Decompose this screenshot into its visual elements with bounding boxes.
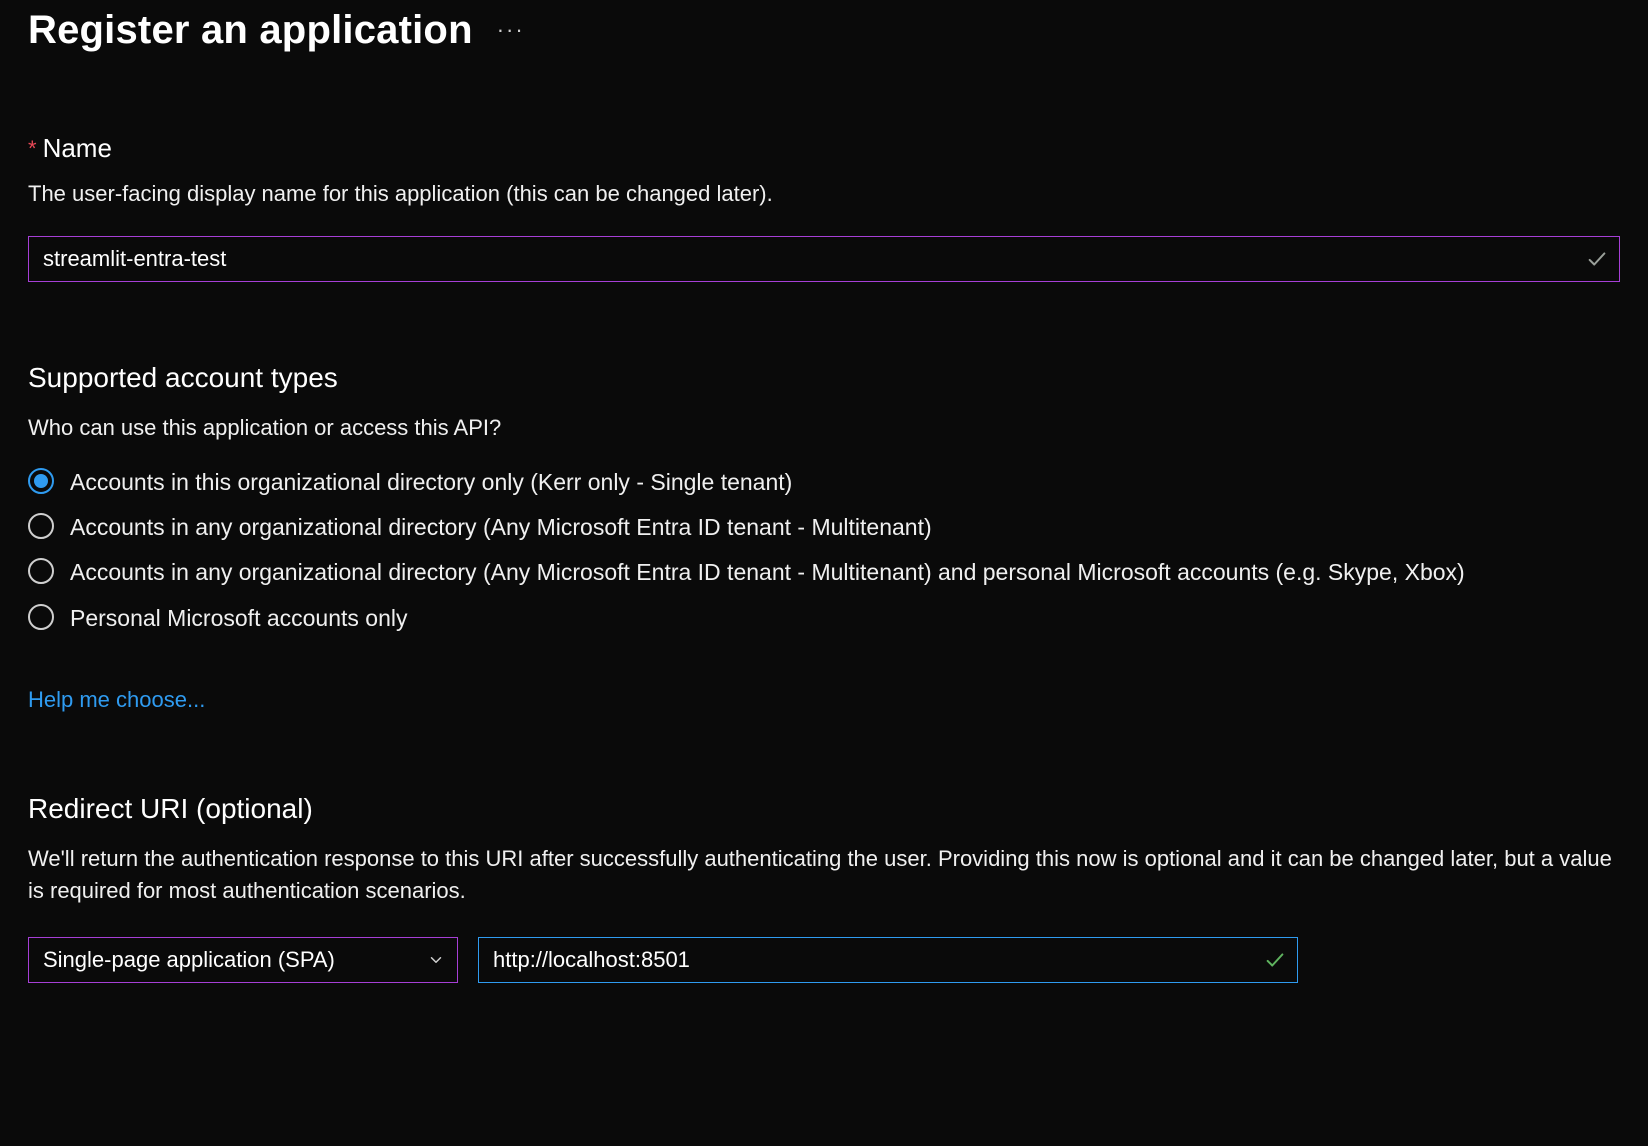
account-types-helper: Who can use this application or access t… (28, 412, 1620, 444)
redirect-uri-input[interactable] (478, 937, 1298, 983)
name-label: Name (43, 133, 112, 164)
page-title: Register an application (28, 8, 473, 53)
radio-icon (28, 558, 54, 584)
chevron-down-icon (427, 951, 445, 969)
account-types-radio-group: Accounts in this organizational director… (28, 466, 1620, 635)
radio-icon (28, 604, 54, 630)
radio-icon (28, 468, 54, 494)
radio-label: Accounts in any organizational directory… (70, 511, 932, 544)
account-type-option-single-tenant[interactable]: Accounts in this organizational director… (28, 466, 1620, 499)
radio-icon (28, 513, 54, 539)
account-type-option-multitenant-personal[interactable]: Accounts in any organizational directory… (28, 556, 1620, 589)
name-input[interactable] (28, 236, 1620, 282)
more-actions-icon[interactable]: ··· (497, 17, 525, 45)
account-type-option-personal-only[interactable]: Personal Microsoft accounts only (28, 602, 1620, 635)
radio-label: Accounts in this organizational director… (70, 466, 792, 499)
help-me-choose-link[interactable]: Help me choose... (28, 687, 205, 713)
radio-label: Accounts in any organizational directory… (70, 556, 1465, 589)
platform-dropdown-label: Single-page application (SPA) (43, 947, 335, 973)
account-types-heading: Supported account types (28, 362, 1620, 394)
radio-label: Personal Microsoft accounts only (70, 602, 408, 635)
redirect-uri-heading: Redirect URI (optional) (28, 793, 1620, 825)
account-type-option-multitenant[interactable]: Accounts in any organizational directory… (28, 511, 1620, 544)
platform-dropdown[interactable]: Single-page application (SPA) (28, 937, 458, 983)
required-indicator: * (28, 138, 37, 160)
name-helper-text: The user-facing display name for this ap… (28, 178, 1620, 210)
redirect-uri-helper: We'll return the authentication response… (28, 843, 1620, 907)
